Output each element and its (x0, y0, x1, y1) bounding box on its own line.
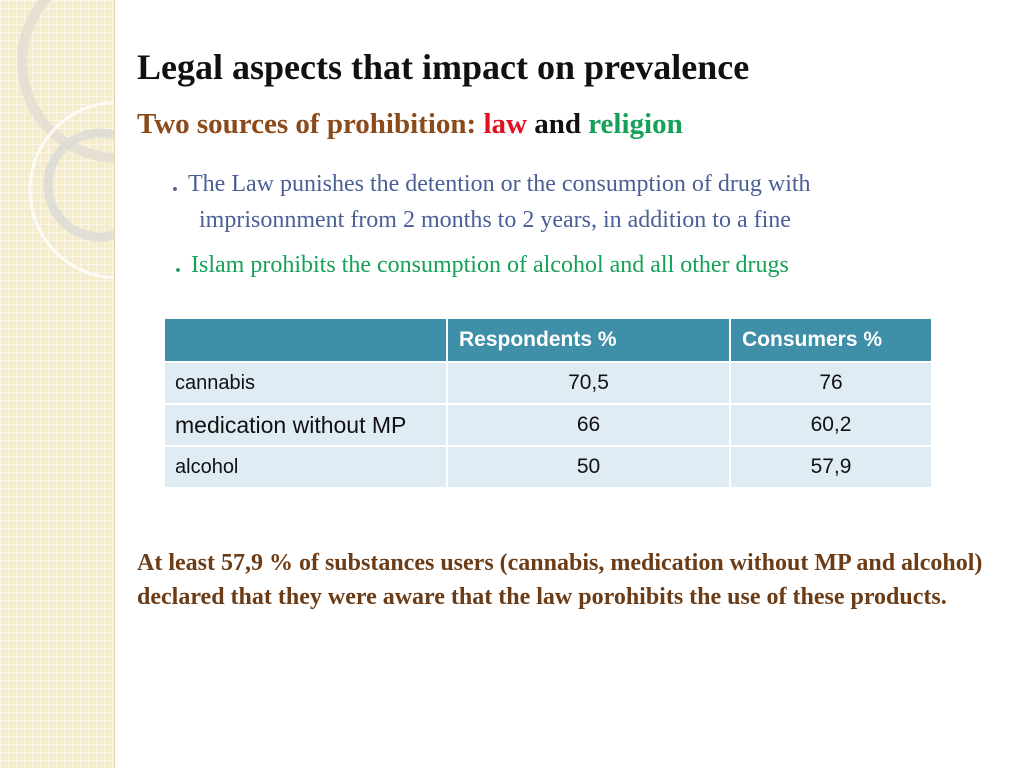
row-label-cannabis: cannabis (165, 361, 448, 404)
subtitle-prefix: Two sources of prohibition: (137, 108, 477, 140)
cell-respondents: 50 (447, 445, 731, 487)
subtitle-law: law (483, 108, 527, 140)
table-row: cannabis 70,5 76 (165, 361, 931, 404)
decorative-circles (17, 0, 114, 280)
slide-subtitle: Two sources of prohibition: law and reli… (137, 108, 683, 141)
bullet-law: . The Law punishes the detention or the c… (172, 166, 811, 238)
bullet-religion: . Islam prohibits the consumption of alco… (175, 247, 789, 283)
table-header-row: Respondents % Consumers % (165, 319, 931, 362)
cell-consumers: 60,2 (730, 403, 931, 446)
table-row: alcohol 50 57,9 (165, 445, 931, 487)
conclusion-text: At least 57,9 % of substances users (can… (137, 550, 983, 610)
cell-respondents: 70,5 (447, 361, 731, 404)
slide-title: Legal aspects that impact on prevalence (137, 47, 750, 87)
subtitle-religion: religion (588, 108, 683, 140)
cell-consumers: 76 (730, 361, 931, 404)
header-empty (165, 319, 448, 362)
bullet-dot: . (172, 171, 178, 197)
bullet-law-line1: The Law punishes the detention or the co… (188, 171, 811, 197)
row-label-alcohol: alcohol (165, 445, 448, 487)
header-consumers: Consumers % (730, 319, 931, 362)
bullet-law-line2: imprisonnment from 2 months to 2 years, … (199, 207, 791, 233)
cell-consumers: 57,9 (730, 445, 931, 487)
cell-respondents: 66 (447, 403, 731, 446)
header-respondents: Respondents % (447, 319, 731, 362)
bullet-dot: . (175, 252, 181, 278)
prevalence-table: Respondents % Consumers % cannabis 70,5 … (165, 319, 931, 487)
row-label-medication: medication without MP (165, 403, 448, 446)
decorative-side-band (0, 0, 115, 768)
bullet-religion-text: Islam prohibits the consumption of alcoh… (191, 252, 789, 278)
subtitle-and: and (534, 108, 581, 140)
table-row: medication without MP 66 60,2 (165, 403, 931, 446)
